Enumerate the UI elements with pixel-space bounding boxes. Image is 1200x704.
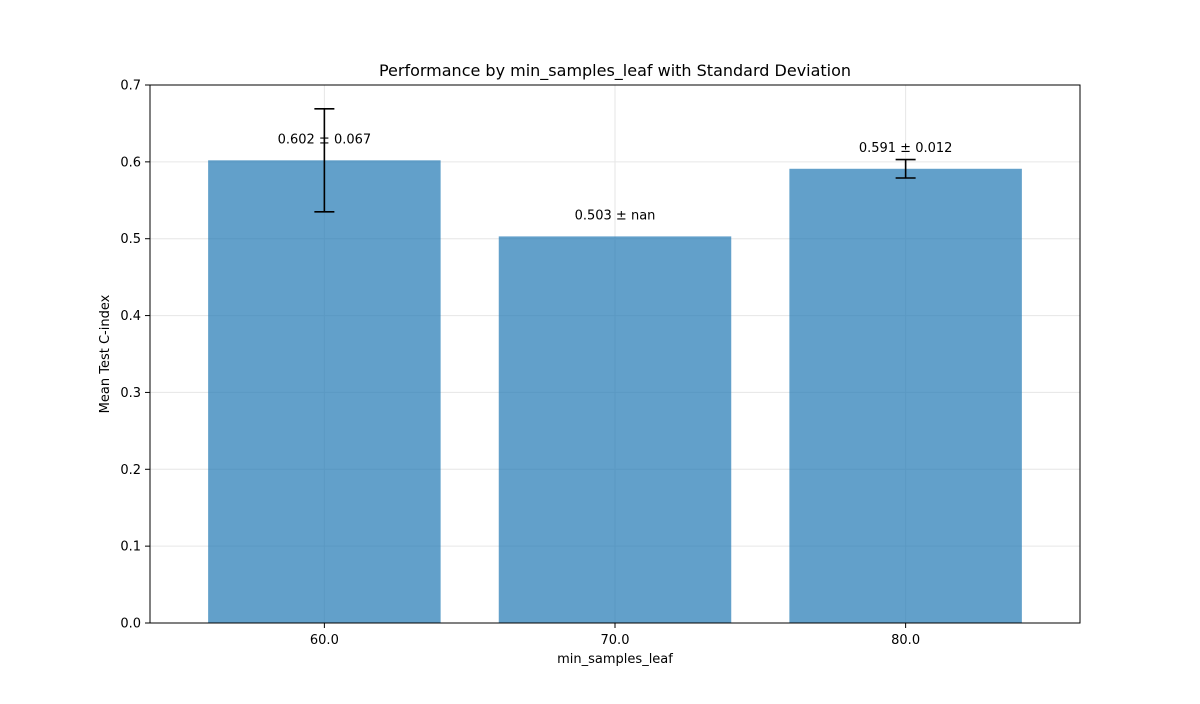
y-tick-label: 0.0 — [120, 617, 141, 632]
bar-value-label: 0.591 ± 0.012 — [859, 141, 953, 156]
bar — [208, 160, 441, 623]
x-tick-label: 70.0 — [601, 633, 630, 648]
y-tick-label: 0.3 — [120, 386, 141, 401]
y-axis-label: Mean Test C-index — [98, 294, 113, 413]
y-tick-label: 0.2 — [120, 463, 141, 478]
y-tick-label: 0.1 — [120, 540, 141, 555]
x-tick-label: 80.0 — [891, 633, 920, 648]
y-tick-label: 0.6 — [120, 155, 141, 170]
y-tick-label: 0.5 — [120, 232, 141, 247]
bar-value-label: 0.602 ± 0.067 — [278, 132, 372, 147]
bars — [208, 160, 1022, 623]
error-bars — [314, 108, 916, 213]
bar — [498, 236, 732, 623]
bar-value-labels: 0.602 ± 0.067 0.503 ± nan 0.591 ± 0.012 — [278, 132, 953, 223]
y-tick-label: 0.4 — [120, 309, 141, 324]
chart-title: Performance by min_samples_leaf with Sta… — [379, 61, 851, 81]
bar — [789, 168, 1022, 623]
ticks: 0.0 0.1 0.2 0.3 0.4 0.5 0.6 0.7 60.0 70.0 80.0 — [120, 79, 920, 649]
y-tick-label: 0.7 — [120, 79, 141, 94]
x-tick-label: 60.0 — [310, 633, 339, 648]
bar-value-label: 0.503 ± nan — [575, 208, 656, 223]
x-axis-label: min_samples_leaf — [557, 652, 673, 667]
